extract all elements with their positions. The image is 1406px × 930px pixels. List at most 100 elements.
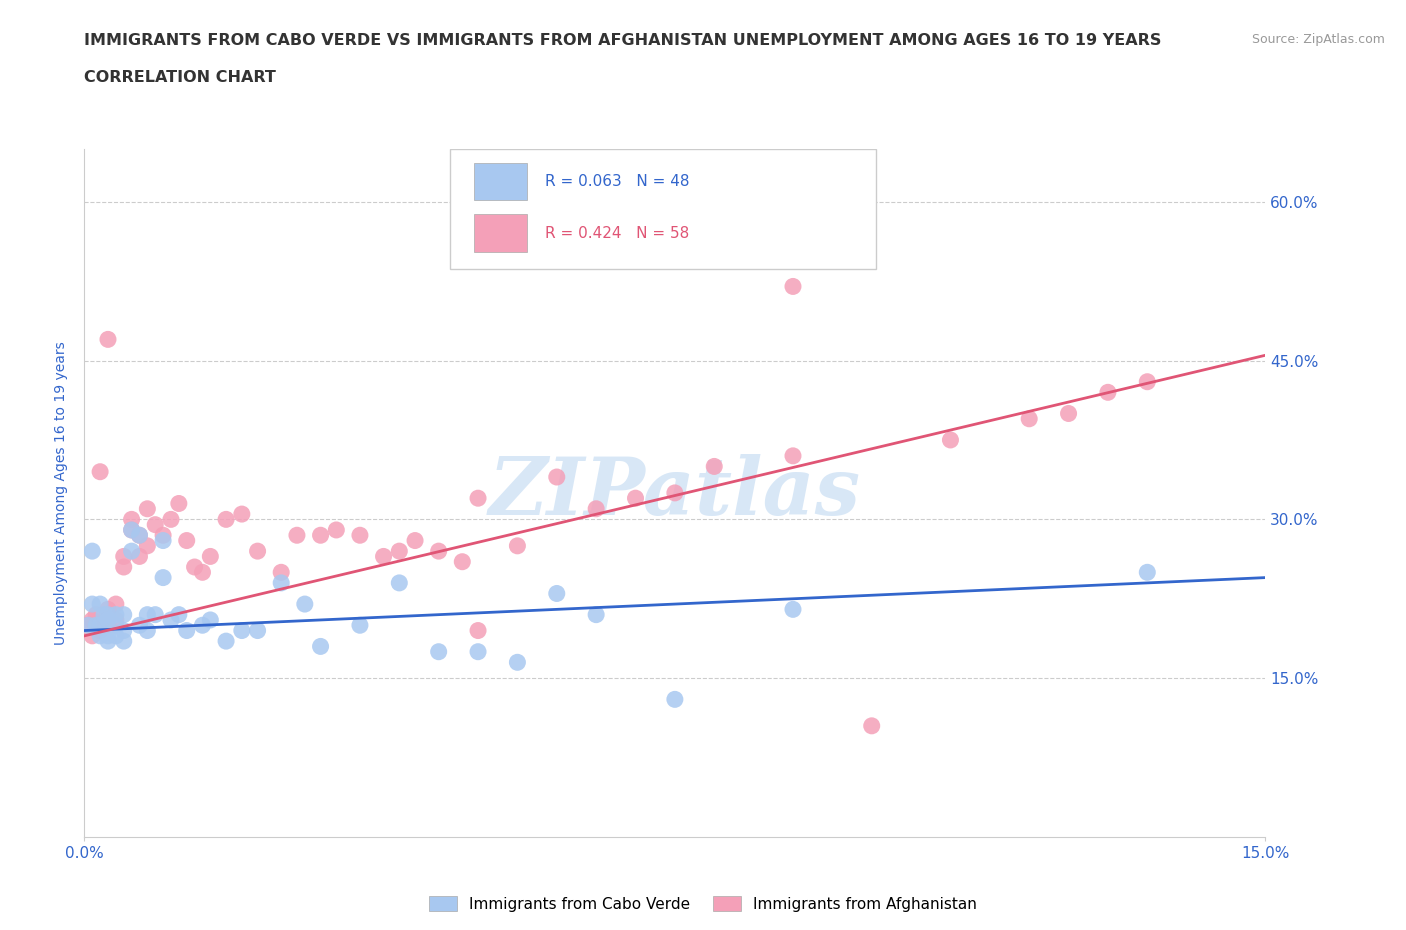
Point (404, 533, 426, 548)
Point (506, 538, 529, 553)
Point (89, 597, 111, 612)
Point (703, 459, 725, 474)
Point (325, 523, 347, 538)
Point (270, 576, 292, 591)
Point (546, 470, 568, 485)
Point (121, 523, 143, 538)
Point (1097, 385, 1119, 400)
Point (939, 432, 962, 447)
Point (467, 623, 489, 638)
Point (160, 512, 183, 526)
Point (1057, 406, 1080, 421)
Point (176, 533, 198, 548)
Point (1136, 374, 1159, 389)
Point (112, 623, 135, 638)
Point (191, 565, 214, 579)
Point (104, 613, 127, 628)
Point (104, 607, 127, 622)
Legend: Immigrants from Cabo Verde, Immigrants from Afghanistan: Immigrants from Cabo Verde, Immigrants f… (423, 889, 983, 918)
Point (349, 618, 371, 632)
Point (782, 602, 804, 617)
Point (121, 512, 143, 526)
Point (664, 485, 686, 500)
Point (97, 332, 120, 347)
Point (104, 618, 127, 632)
Point (246, 544, 269, 559)
Point (215, 512, 238, 526)
Point (136, 623, 159, 638)
Point (143, 517, 166, 532)
Point (183, 560, 205, 575)
Point (84, 607, 107, 622)
Point (128, 618, 150, 632)
Point (112, 560, 135, 575)
Point (215, 633, 238, 648)
Point (97, 607, 120, 622)
Point (451, 554, 474, 569)
Point (294, 597, 316, 612)
Point (121, 523, 143, 538)
Point (176, 623, 198, 638)
Point (89, 623, 111, 638)
Point (860, 718, 883, 733)
Point (160, 613, 183, 628)
Point (89, 618, 111, 632)
Point (246, 623, 269, 638)
Text: ZIPatlas: ZIPatlas (489, 454, 860, 532)
Point (136, 538, 159, 553)
Point (1136, 565, 1159, 579)
Point (231, 623, 253, 638)
Point (89, 629, 111, 644)
Text: CORRELATION CHART: CORRELATION CHART (84, 70, 276, 85)
Point (546, 586, 568, 601)
Point (128, 549, 150, 564)
Point (167, 496, 190, 511)
Point (231, 507, 253, 522)
Point (152, 528, 174, 543)
Point (782, 279, 804, 294)
Point (427, 644, 450, 659)
Point (270, 565, 292, 579)
Point (121, 544, 143, 559)
Point (104, 629, 127, 644)
Point (77, 618, 100, 632)
Text: R = 0.063   N = 48: R = 0.063 N = 48 (546, 174, 689, 190)
Point (112, 549, 135, 564)
Point (97, 629, 120, 644)
Point (191, 618, 214, 632)
FancyBboxPatch shape (450, 149, 876, 270)
Point (112, 607, 135, 622)
Point (309, 639, 332, 654)
Point (82, 629, 104, 644)
Point (782, 448, 804, 463)
Point (506, 655, 529, 670)
Text: IMMIGRANTS FROM CABO VERDE VS IMMIGRANTS FROM AFGHANISTAN UNEMPLOYMENT AMONG AGE: IMMIGRANTS FROM CABO VERDE VS IMMIGRANTS… (84, 33, 1161, 47)
Point (285, 528, 308, 543)
Point (373, 549, 395, 564)
Point (309, 528, 332, 543)
Point (143, 607, 166, 622)
Point (467, 491, 489, 506)
Point (128, 528, 150, 543)
Point (82, 597, 104, 612)
Point (128, 528, 150, 543)
Point (624, 491, 647, 506)
Point (585, 607, 607, 622)
Point (136, 607, 159, 622)
Point (200, 549, 222, 564)
Point (467, 644, 489, 659)
Point (200, 613, 222, 628)
Point (77, 618, 100, 632)
Point (82, 613, 104, 628)
Point (664, 692, 686, 707)
Text: Source: ZipAtlas.com: Source: ZipAtlas.com (1251, 33, 1385, 46)
Point (93, 607, 115, 622)
Point (97, 633, 120, 648)
Point (97, 618, 120, 632)
Y-axis label: Unemployment Among Ages 16 to 19 years: Unemployment Among Ages 16 to 19 years (55, 341, 69, 644)
Point (82, 544, 104, 559)
Point (112, 633, 135, 648)
Point (1018, 411, 1040, 426)
Point (136, 501, 159, 516)
Bar (474, 163, 527, 201)
